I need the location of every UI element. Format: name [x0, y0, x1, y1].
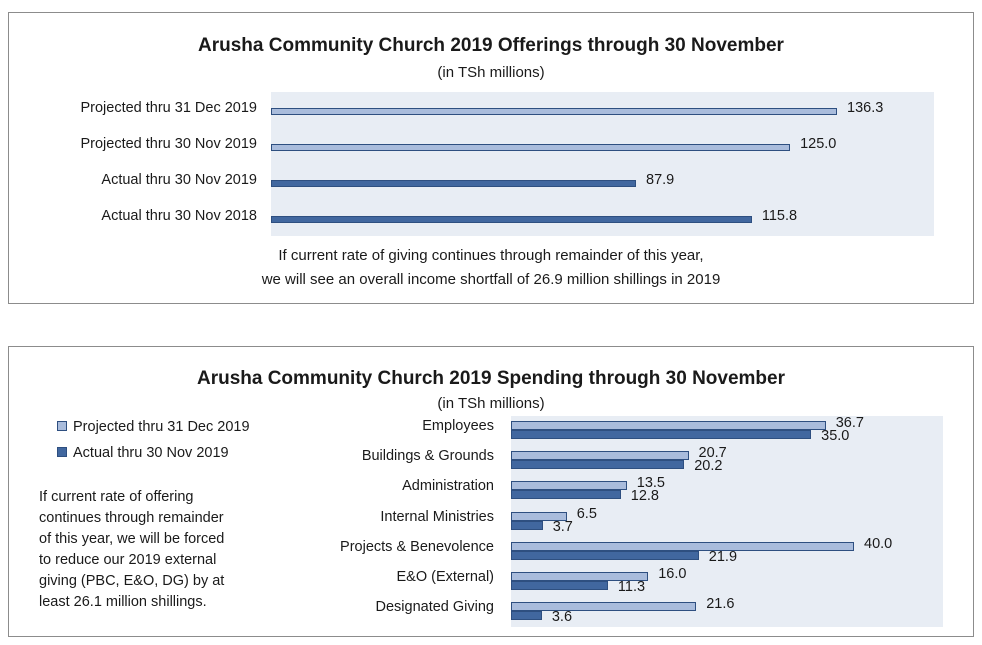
designated-giving-bar-projected	[511, 601, 697, 611]
designated-giving-value-actual: 3.6	[551, 608, 573, 625]
buildings-and-grounds-bar-projected	[511, 451, 689, 461]
spending-note: If current rate of offering continues th…	[39, 487, 224, 613]
administration-value-projected: 13.5	[636, 475, 665, 492]
category-label-designated-giving: Designated Giving	[375, 598, 495, 615]
offerings-bar-projected-thru-31-dec-2019	[271, 107, 837, 115]
internal-ministries-value-projected: 6.5	[576, 505, 597, 522]
projects-and-benevolence-bar-projected	[511, 541, 854, 551]
offerings-value-actual-thru-30-nov-2019: 87.9	[646, 172, 675, 188]
spending-chart-panel: Arusha Community Church 2019 Spending th…	[8, 346, 974, 637]
offerings-bar-actual-thru-30-nov-2019	[271, 179, 636, 187]
spending-chart-title: Arusha Community Church 2019 Spending th…	[196, 368, 786, 389]
projects-and-benevolence-value-projected: 40.0	[864, 535, 893, 552]
offerings-chart-subtitle: (in TSh millions)	[437, 64, 545, 81]
offerings-chart-title: Arusha Community Church 2019 Offerings t…	[198, 35, 784, 56]
category-label-projects-and-benevolence: Projects & Benevolence	[340, 538, 494, 555]
legend-item-actual: Actual thru 30 Nov 2019	[57, 445, 229, 461]
administration-value-actual: 12.8	[630, 488, 659, 505]
employees-value-projected: 36.7	[835, 415, 864, 432]
legend-label-projected: Projected thru 31 Dec 2019	[73, 419, 250, 435]
offerings-plot-background	[271, 92, 934, 236]
legend-swatch-actual	[57, 447, 67, 458]
offerings-value-projected-thru-31-dec-2019: 136.3	[847, 100, 884, 116]
internal-ministries-value-actual: 3.7	[552, 518, 573, 535]
offerings-value-actual-thru-30-nov-2018: 115.8	[761, 208, 798, 224]
internal-ministries-bar-actual	[511, 520, 543, 530]
offerings-note: If current rate of giving continues thro…	[9, 244, 973, 292]
projects-and-benevolence-bar-actual	[511, 550, 699, 560]
administration-bar-actual	[511, 490, 621, 500]
offerings-bar-actual-thru-30-nov-2018	[271, 215, 752, 223]
buildings-and-grounds-bar-actual	[511, 460, 685, 470]
eando-external-value-projected: 16.0	[658, 565, 687, 582]
designated-giving-value-projected: 21.6	[706, 595, 735, 612]
employees-bar-actual	[511, 430, 812, 440]
category-label-administration: Administration	[402, 478, 494, 495]
spending-note-line-1: If current rate of offering	[39, 489, 194, 505]
category-label-buildings-and-grounds: Buildings & Grounds	[361, 448, 494, 465]
offerings-value-projected-thru-30-nov-2019: 125.0	[800, 136, 837, 152]
category-label-actual-thru-30-nov-2018: Actual thru 30 Nov 2018	[101, 208, 257, 224]
category-label-employees: Employees	[422, 418, 494, 435]
offerings-note-line-2: we will see an overall income shortfall …	[261, 271, 721, 288]
category-label-internal-ministries: Internal Ministries	[380, 508, 494, 525]
spending-note-line-4: to reduce our 2019 external	[39, 552, 217, 568]
spending-note-line-3: of this year, we will be forced	[39, 531, 225, 547]
spending-note-line-6: least 26.1 million shillings.	[39, 594, 207, 610]
category-label-actual-thru-30-nov-2019: Actual thru 30 Nov 2019	[101, 172, 257, 188]
employees-bar-projected	[511, 421, 826, 431]
administration-bar-projected	[511, 481, 627, 491]
eando-external-value-actual: 11.3	[617, 578, 646, 595]
spending-note-line-2: continues through remainder	[39, 510, 224, 526]
employees-value-actual: 35.0	[821, 428, 850, 445]
spending-chart-subtitle: (in TSh millions)	[437, 395, 545, 412]
designated-giving-bar-actual	[511, 610, 542, 620]
internal-ministries-bar-projected	[511, 511, 567, 521]
spending-plot-background	[511, 416, 943, 627]
eando-external-bar-actual	[511, 580, 608, 590]
category-label-eando-external: E&O (External)	[396, 568, 495, 585]
category-label-projected-thru-30-nov-2019: Projected thru 30 Nov 2019	[80, 136, 257, 152]
legend-item-projected: Projected thru 31 Dec 2019	[57, 419, 250, 435]
buildings-and-grounds-value-actual: 20.2	[694, 458, 723, 475]
eando-external-bar-projected	[511, 571, 649, 581]
offerings-note-line-1: If current rate of giving continues thro…	[278, 247, 704, 264]
legend-label-actual: Actual thru 30 Nov 2019	[73, 445, 229, 461]
category-label-projected-thru-31-dec-2019: Projected thru 31 Dec 2019	[80, 100, 257, 116]
buildings-and-grounds-value-projected: 20.7	[698, 445, 727, 462]
spending-note-line-5: giving (PBC, E&O, DG) by at	[39, 573, 225, 589]
projects-and-benevolence-value-actual: 21.9	[708, 548, 738, 565]
offerings-bar-projected-thru-30-nov-2019	[271, 143, 791, 151]
offerings-chart-panel: Arusha Community Church 2019 Offerings t…	[8, 12, 974, 304]
legend-swatch-projected	[57, 421, 67, 432]
